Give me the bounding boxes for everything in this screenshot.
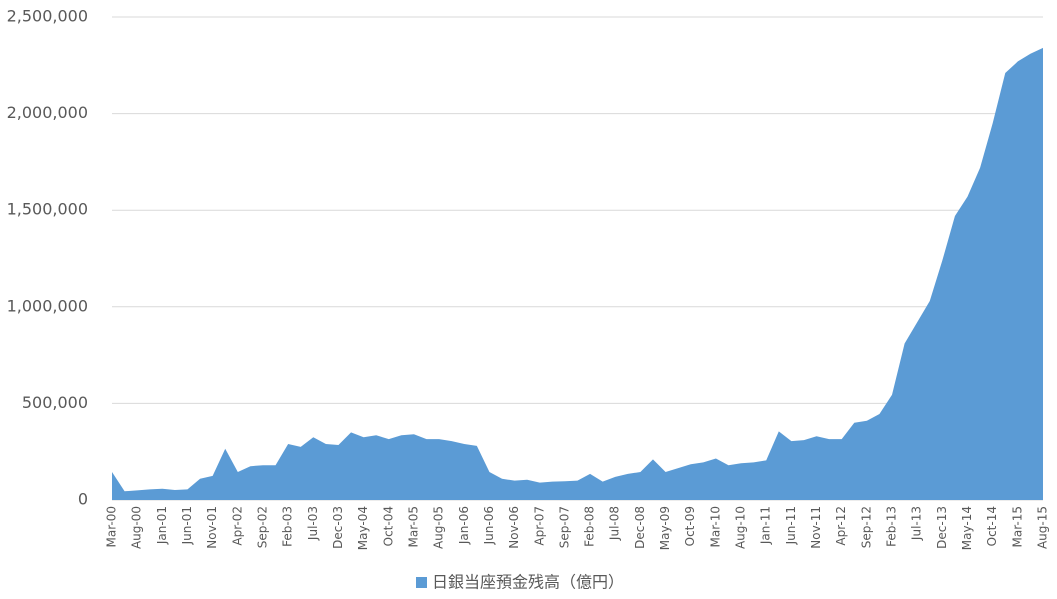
x-tick-label: Jul-13 <box>910 506 924 541</box>
x-tick-label: May-14 <box>960 506 974 550</box>
x-tick-label: Jun-06 <box>482 506 496 545</box>
x-tick-label: Jun-11 <box>784 506 798 545</box>
legend-swatch <box>416 577 427 588</box>
x-tick-label: Aug-10 <box>734 506 748 549</box>
x-tick-label: Mar-10 <box>708 506 722 547</box>
x-tick-label: Dec-03 <box>331 506 345 549</box>
y-tick-label: 500,000 <box>22 393 88 412</box>
x-tick-label: Mar-15 <box>1010 506 1024 547</box>
x-tick-label: Jan-01 <box>155 506 169 545</box>
x-tick-label: Oct-09 <box>683 506 697 546</box>
x-tick-label: Apr-12 <box>834 506 848 546</box>
x-tick-label: Apr-02 <box>230 506 244 546</box>
y-tick-label: 1,500,000 <box>7 200 88 219</box>
x-tick-label: Jul-03 <box>306 506 320 541</box>
x-tick-label: Nov-11 <box>809 506 823 549</box>
x-tick-label: Feb-13 <box>885 506 899 547</box>
x-tick-label: Jan-11 <box>759 506 773 545</box>
x-tick-label: Feb-03 <box>281 506 295 547</box>
x-tick-label: Jan-06 <box>457 506 471 545</box>
y-tick-label: 2,500,000 <box>7 7 88 26</box>
x-tick-label: Feb-08 <box>583 506 597 547</box>
x-tick-label: Dec-13 <box>935 506 949 549</box>
x-tick-label: Sep-12 <box>859 506 873 548</box>
x-tick-label: Jul-08 <box>608 506 622 541</box>
x-tick-label: Oct-14 <box>985 506 999 546</box>
x-tick-label: Mar-05 <box>406 506 420 547</box>
y-tick-label: 0 <box>78 490 88 509</box>
x-tick-label: Oct-04 <box>381 506 395 546</box>
x-tick-label: Aug-15 <box>1036 506 1050 549</box>
x-tick-label: May-04 <box>356 506 370 550</box>
legend-label: 日銀当座預金残高（億円） <box>432 573 624 592</box>
y-tick-label: 1,000,000 <box>7 296 88 315</box>
x-tick-label: Aug-00 <box>130 506 144 549</box>
x-tick-label: Jun-01 <box>180 506 194 545</box>
x-tick-label: Aug-05 <box>432 506 446 549</box>
x-tick-label: Dec-08 <box>633 506 647 549</box>
x-tick-label: Sep-07 <box>557 506 571 548</box>
y-tick-label: 2,000,000 <box>7 103 88 122</box>
x-tick-label: Sep-02 <box>255 506 269 548</box>
x-tick-label: Nov-01 <box>205 506 219 549</box>
x-tick-label: Nov-06 <box>507 506 521 549</box>
x-tick-label: May-09 <box>658 506 672 550</box>
x-tick-label: Mar-00 <box>105 506 119 547</box>
x-tick-label: Apr-07 <box>532 506 546 546</box>
area <box>112 47 1043 501</box>
